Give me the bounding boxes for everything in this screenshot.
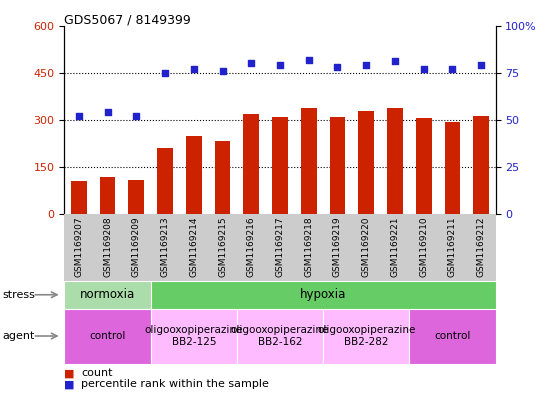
Text: GSM1169214: GSM1169214	[189, 216, 198, 277]
Point	[247, 60, 256, 66]
Text: count: count	[81, 368, 113, 378]
Text: GSM1169217: GSM1169217	[276, 216, 284, 277]
Text: percentile rank within the sample: percentile rank within the sample	[81, 379, 269, 389]
Bar	[64, 309, 151, 364]
Text: oligooxopiperazine
BB2-282: oligooxopiperazine BB2-282	[317, 325, 416, 347]
Point	[161, 70, 170, 76]
Point	[218, 68, 227, 74]
Point	[304, 56, 313, 62]
Text: oligooxopiperazine
BB2-162: oligooxopiperazine BB2-162	[231, 325, 329, 347]
Point	[276, 62, 284, 68]
Point	[477, 62, 486, 68]
Point	[448, 66, 457, 72]
Text: GSM1169213: GSM1169213	[161, 216, 170, 277]
Text: control: control	[435, 331, 470, 341]
Bar	[416, 118, 432, 214]
Text: GSM1169209: GSM1169209	[132, 216, 141, 277]
Point	[189, 66, 198, 72]
Bar	[151, 309, 237, 364]
Text: GSM1169220: GSM1169220	[362, 216, 371, 277]
Text: stress: stress	[3, 290, 36, 300]
Bar	[409, 309, 496, 364]
Text: ■: ■	[64, 368, 75, 378]
Text: GSM1169211: GSM1169211	[448, 216, 457, 277]
Bar	[128, 180, 144, 214]
Point	[132, 113, 141, 119]
Bar	[186, 136, 202, 214]
Text: agent: agent	[3, 331, 35, 341]
Bar	[358, 111, 374, 214]
Bar	[330, 118, 346, 214]
Bar	[100, 177, 115, 214]
Bar	[301, 108, 316, 214]
Text: normoxia: normoxia	[80, 288, 135, 301]
Point	[419, 66, 428, 72]
Text: GSM1169210: GSM1169210	[419, 216, 428, 277]
Text: GSM1169208: GSM1169208	[103, 216, 112, 277]
Bar	[473, 116, 489, 214]
Text: oligooxopiperazine
BB2-125: oligooxopiperazine BB2-125	[144, 325, 243, 347]
Bar	[244, 114, 259, 214]
Text: GSM1169218: GSM1169218	[304, 216, 313, 277]
Bar	[64, 281, 151, 309]
Bar	[71, 181, 87, 214]
Text: ■: ■	[64, 379, 75, 389]
Text: GDS5067 / 8149399: GDS5067 / 8149399	[64, 14, 191, 27]
Bar	[445, 122, 460, 214]
Bar	[237, 309, 323, 364]
Text: GSM1169221: GSM1169221	[390, 216, 399, 277]
Point	[103, 109, 112, 116]
Bar	[387, 108, 403, 214]
Point	[333, 64, 342, 70]
Text: control: control	[90, 331, 125, 341]
Bar	[272, 118, 288, 214]
Bar	[323, 309, 409, 364]
Text: hypoxia: hypoxia	[300, 288, 346, 301]
Point	[390, 58, 399, 64]
Text: GSM1169212: GSM1169212	[477, 216, 486, 277]
Point	[362, 62, 371, 68]
Text: GSM1169216: GSM1169216	[247, 216, 256, 277]
Bar	[151, 281, 496, 309]
Bar	[157, 148, 173, 214]
Text: GSM1169207: GSM1169207	[74, 216, 83, 277]
Text: GSM1169219: GSM1169219	[333, 216, 342, 277]
Point	[74, 113, 83, 119]
Text: GSM1169215: GSM1169215	[218, 216, 227, 277]
Bar	[214, 141, 230, 214]
